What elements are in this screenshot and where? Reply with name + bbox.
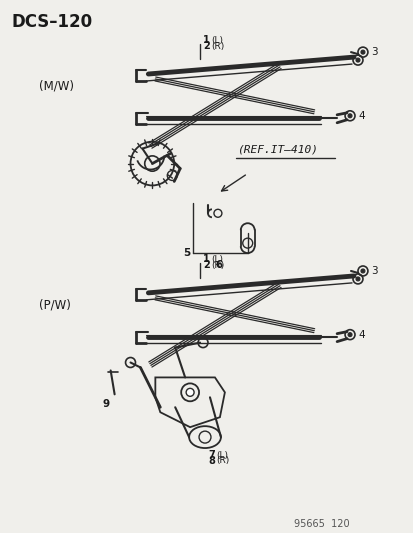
Text: 2: 2 xyxy=(202,260,209,270)
Text: (P/W): (P/W) xyxy=(39,298,71,311)
Text: (L): (L) xyxy=(211,36,223,45)
Circle shape xyxy=(355,58,359,62)
Text: (L): (L) xyxy=(216,450,228,459)
Text: 5: 5 xyxy=(183,248,190,258)
Text: (M/W): (M/W) xyxy=(39,79,74,92)
Text: 4: 4 xyxy=(357,111,364,121)
Text: (REF.IT–410): (REF.IT–410) xyxy=(237,144,318,155)
Text: DCS–120: DCS–120 xyxy=(11,13,92,31)
Circle shape xyxy=(186,389,194,397)
Circle shape xyxy=(355,277,359,281)
Text: 9: 9 xyxy=(102,399,109,409)
Text: 3: 3 xyxy=(370,266,377,276)
Text: (R): (R) xyxy=(211,42,224,51)
Text: 6: 6 xyxy=(214,260,222,270)
Text: 3: 3 xyxy=(370,47,377,57)
Circle shape xyxy=(360,50,364,54)
Text: 8: 8 xyxy=(207,456,214,466)
Text: 2: 2 xyxy=(202,41,209,51)
Text: 4: 4 xyxy=(357,329,364,340)
Text: 1: 1 xyxy=(202,254,209,264)
Text: (R): (R) xyxy=(211,261,224,270)
Text: 95665  120: 95665 120 xyxy=(294,519,349,529)
Text: 1: 1 xyxy=(202,35,209,45)
Text: 7: 7 xyxy=(207,450,214,460)
Circle shape xyxy=(347,114,351,118)
Text: (L): (L) xyxy=(211,255,223,263)
Text: (R): (R) xyxy=(216,456,229,465)
Circle shape xyxy=(360,269,364,273)
Circle shape xyxy=(347,333,351,337)
